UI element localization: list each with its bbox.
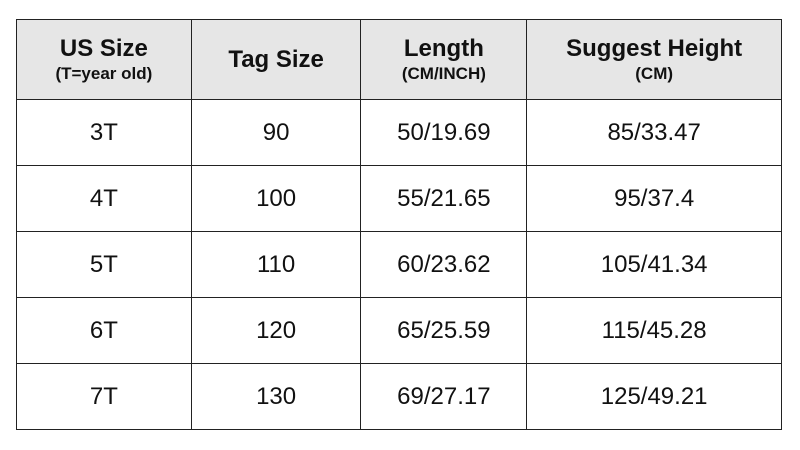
header-sub: (CM) xyxy=(635,63,674,83)
table-row: 7T 130 69/27.17 125/49.21 xyxy=(16,363,782,430)
header-main: Tag Size xyxy=(228,45,324,73)
cell-tag-size: 110 xyxy=(190,231,362,298)
cell-suggest-height: 115/45.28 xyxy=(526,297,782,364)
cell-suggest-height: 105/41.34 xyxy=(526,231,782,298)
cell-length: 60/23.62 xyxy=(360,231,528,298)
cell-tag-size: 130 xyxy=(190,363,362,430)
cell-suggest-height: 125/49.21 xyxy=(526,363,782,430)
header-main: Length xyxy=(403,34,484,62)
header-us-size: US Size (T=year old) xyxy=(16,19,192,100)
cell-us-size: 7T xyxy=(16,363,192,430)
cell-length: 55/21.65 xyxy=(360,165,528,232)
cell-tag-size: 100 xyxy=(190,165,362,232)
header-main: US Size xyxy=(59,34,148,62)
header-sub: (T=year old) xyxy=(55,63,153,83)
cell-us-size: 6T xyxy=(16,297,192,364)
table-row: 4T 100 55/21.65 95/37.4 xyxy=(16,165,782,232)
header-row: US Size (T=year old) Tag Size Length (CM/I… xyxy=(16,19,782,100)
table-row: 5T 110 60/23.62 105/41.34 xyxy=(16,231,782,298)
header-suggest-height: Suggest Height (CM) xyxy=(526,19,782,100)
cell-length: 50/19.69 xyxy=(360,99,528,166)
header-sub: (CM/INCH) xyxy=(401,63,486,83)
cell-us-size: 3T xyxy=(16,99,192,166)
cell-length: 69/27.17 xyxy=(360,363,528,430)
cell-us-size: 5T xyxy=(16,231,192,298)
table-row: 3T 90 50/19.69 85/33.47 xyxy=(16,99,782,166)
cell-tag-size: 90 xyxy=(190,99,362,166)
cell-tag-size: 120 xyxy=(190,297,362,364)
cell-length: 65/25.59 xyxy=(360,297,528,364)
header-tag-size: Tag Size xyxy=(190,19,362,100)
cell-suggest-height: 95/37.4 xyxy=(526,165,782,232)
header-length: Length (CM/INCH) xyxy=(360,19,528,100)
size-chart-table: US Size (T=year old) Tag Size Length (CM/I… xyxy=(16,19,782,430)
table-row: 6T 120 65/25.59 115/45.28 xyxy=(16,297,782,364)
cell-us-size: 4T xyxy=(16,165,192,232)
header-main: Suggest Height xyxy=(566,34,743,62)
cell-suggest-height: 85/33.47 xyxy=(526,99,782,166)
